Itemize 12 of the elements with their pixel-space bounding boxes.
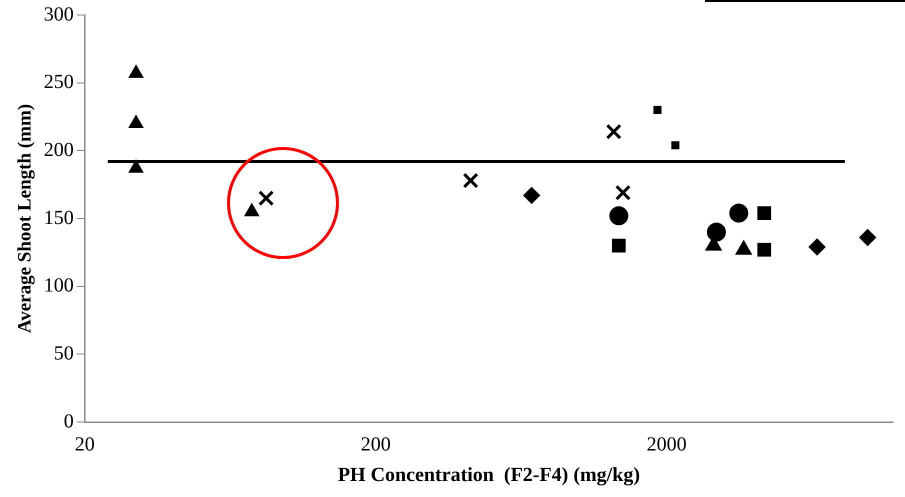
- x-axis-title: PH Concentration (F2-F4) (mg/kg): [338, 464, 640, 486]
- x-tick-label: 20: [74, 433, 95, 456]
- y-tick-label: 250: [44, 71, 74, 94]
- y-tick-label: 150: [44, 206, 74, 229]
- y-tick-label: 100: [44, 274, 74, 297]
- x-tick-label: 2000: [646, 433, 687, 456]
- y-tick-label: 50: [54, 342, 74, 364]
- y-tick-label: 0: [64, 410, 74, 432]
- y-tick-label: 200: [44, 138, 74, 161]
- y-axis-title: Average Shoot Length (mm): [14, 104, 36, 334]
- x-tick-label: 200: [360, 433, 391, 456]
- y-tick-label: 300: [44, 3, 74, 26]
